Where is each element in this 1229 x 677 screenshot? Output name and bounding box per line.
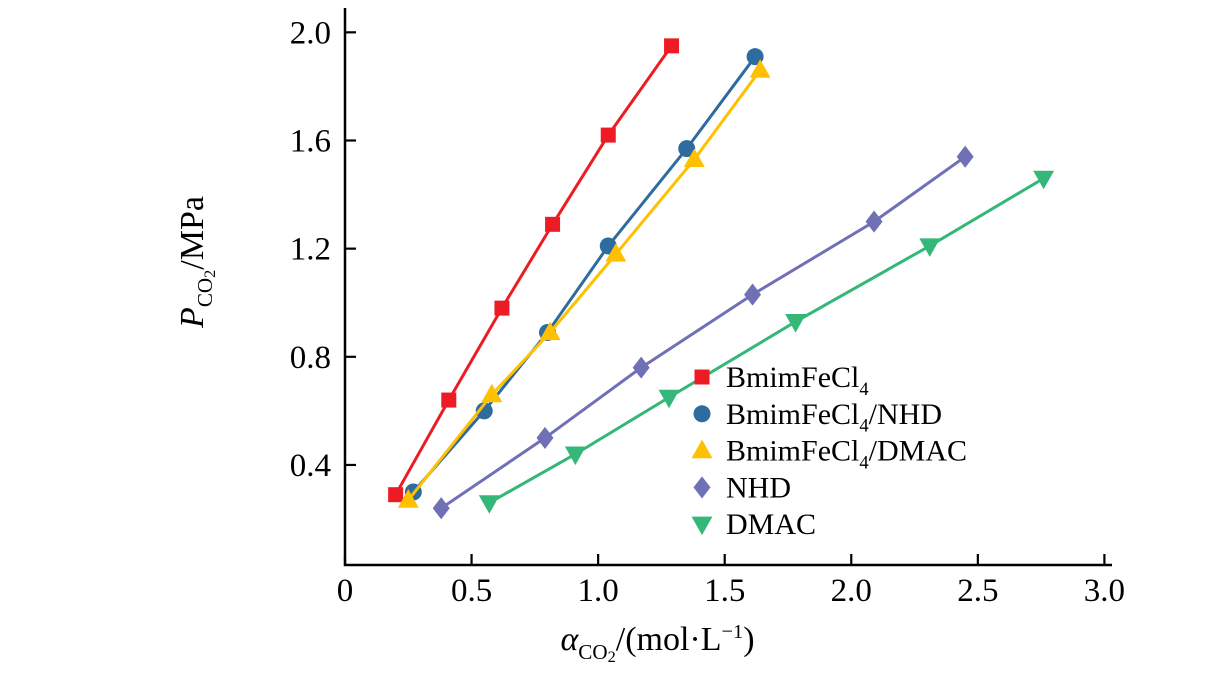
- diamond-marker-icon: [536, 426, 554, 449]
- square-marker-icon: [441, 392, 457, 408]
- legend-label: BmimFeCl4: [726, 361, 869, 400]
- triangle-down-marker-icon: [658, 389, 680, 409]
- series-line-DMAC: [488, 177, 1045, 505]
- series-DMAC: [478, 170, 1055, 514]
- legend-item-DMAC: DMAC: [691, 508, 816, 541]
- triangle-down-marker-icon: [478, 495, 500, 514]
- triangle-up-marker-icon: [397, 489, 419, 508]
- diamond-marker-icon: [693, 476, 711, 499]
- square-marker-icon: [494, 300, 510, 316]
- x-tick-label: 3.0: [1084, 573, 1125, 609]
- y-tick-label: 0.8: [290, 340, 331, 376]
- series-NHD: [432, 145, 974, 520]
- series-BmimFeCl4: [388, 38, 680, 503]
- triangle-down-marker-icon: [919, 238, 941, 257]
- square-marker-icon: [664, 38, 680, 54]
- legend-label: BmimFeCl4/NHD: [726, 398, 942, 437]
- triangle-down-marker-icon: [691, 516, 713, 536]
- series-line-NHD: [440, 155, 967, 510]
- x-tick-label: 0.5: [451, 573, 492, 609]
- triangle-down-marker-icon: [785, 314, 807, 333]
- circle-marker-icon: [678, 140, 696, 158]
- y-tick-label: 2.0: [290, 15, 331, 51]
- y-axis-title: PCO2/MPa: [174, 196, 219, 329]
- diamond-marker-icon: [432, 497, 450, 520]
- x-tick-label: 1.0: [578, 573, 619, 609]
- series-line-BmimFeCl4: [394, 45, 673, 496]
- square-marker-icon: [388, 487, 404, 503]
- legend-item-BmimFeCl4: BmimFeCl4: [694, 361, 869, 400]
- triangle-up-marker-icon: [691, 439, 713, 459]
- triangle-down-marker-icon: [564, 446, 586, 466]
- y-tick-label: 0.4: [290, 448, 331, 484]
- series-line-BmimFeCl4-NHD: [412, 55, 757, 493]
- y-axis: 0.4 0.8 1.2 1.6 2.0: [290, 15, 356, 484]
- triangle-up-marker-icon: [605, 243, 627, 262]
- x-axis: 0 0.5 1.0 1.5 2.0 2.5 3.0: [337, 554, 1125, 609]
- square-marker-icon: [694, 369, 710, 385]
- diamond-marker-icon: [632, 356, 650, 379]
- legend-item-NHD: NHD: [693, 471, 791, 504]
- x-axis-title: αCO2/(mol·L−1): [560, 621, 754, 666]
- legend-label: BmimFeCl4/DMAC: [726, 435, 967, 474]
- triangle-up-marker-icon: [481, 383, 503, 403]
- legend-item-BmimFeCl4-NHD: BmimFeCl4/NHD: [693, 398, 942, 437]
- square-marker-icon: [600, 127, 616, 143]
- diamond-marker-icon: [744, 283, 762, 306]
- x-tick-label: 1.5: [704, 573, 745, 609]
- series-BmimFeCl4-DMAC: [397, 59, 771, 508]
- circle-marker-icon: [475, 402, 493, 420]
- diamond-marker-icon: [956, 145, 974, 168]
- legend-label: DMAC: [726, 508, 816, 541]
- x-tick-label: 0: [337, 573, 354, 609]
- legend-item-BmimFeCl4-DMAC: BmimFeCl4/DMAC: [691, 435, 967, 474]
- triangle-up-marker-icon: [683, 148, 705, 168]
- x-tick-label: 2.5: [957, 573, 998, 609]
- square-marker-icon: [545, 216, 561, 232]
- circle-marker-icon: [693, 405, 711, 423]
- series-BmimFeCl4-NHD: [404, 48, 764, 501]
- legend-label: NHD: [726, 471, 791, 504]
- triangle-down-marker-icon: [1033, 170, 1055, 190]
- triangle-up-marker-icon: [539, 321, 561, 341]
- triangle-up-marker-icon: [749, 59, 771, 78]
- diamond-marker-icon: [865, 210, 883, 233]
- series-line-BmimFeCl4-DMAC: [407, 69, 762, 502]
- y-tick-label: 1.6: [290, 123, 331, 159]
- y-tick-label: 1.2: [290, 232, 331, 268]
- x-tick-label: 2.0: [831, 573, 872, 609]
